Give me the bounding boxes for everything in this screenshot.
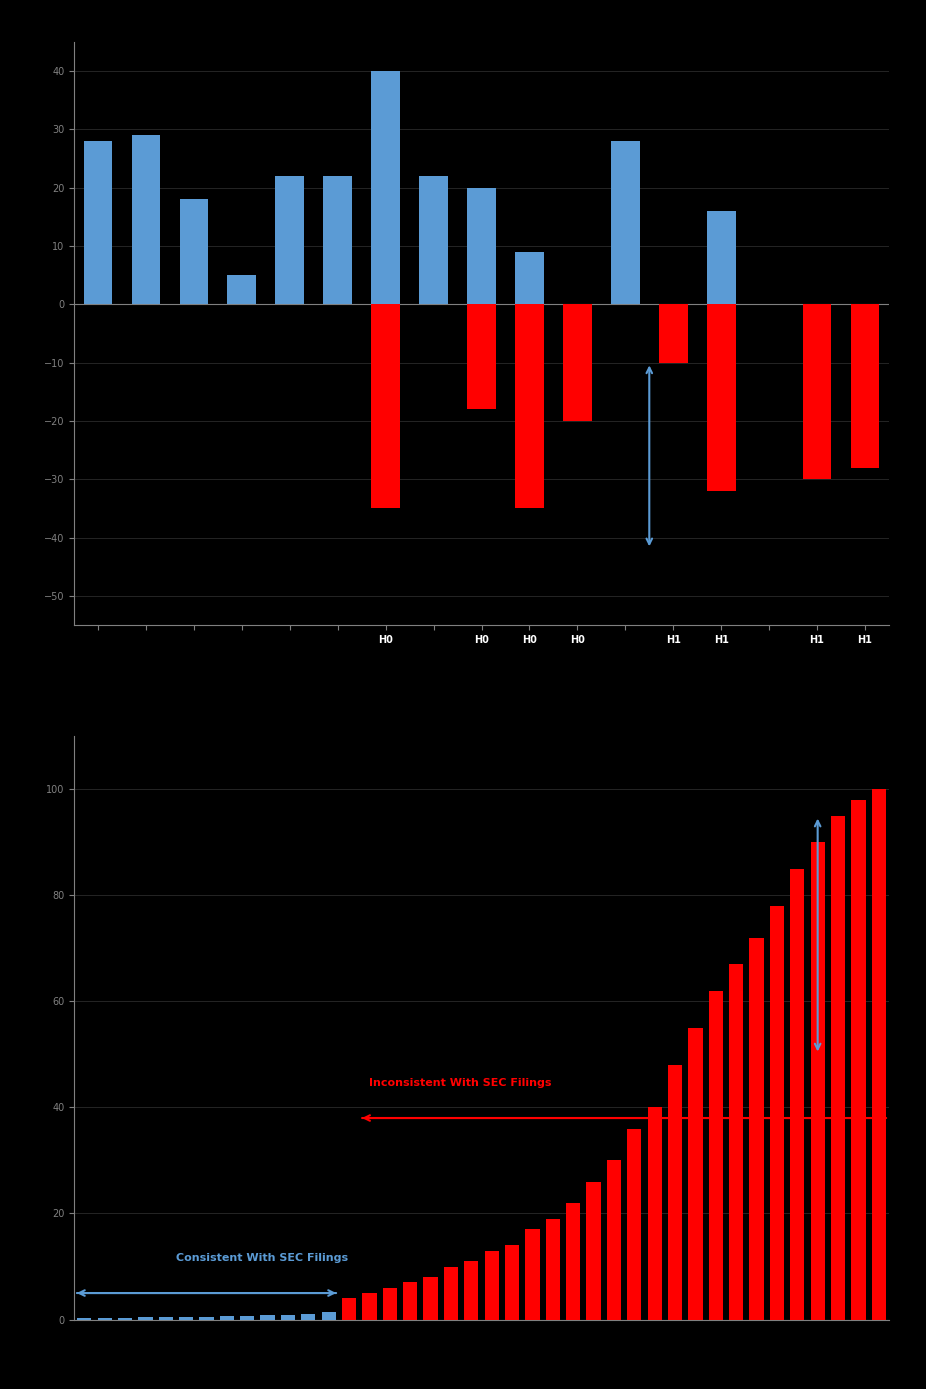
Bar [803,304,832,479]
Bar [240,1315,255,1320]
Bar [871,789,886,1320]
Bar [158,1317,173,1320]
Bar [301,1314,316,1320]
Bar [770,906,784,1320]
Bar [83,140,112,304]
Bar [467,188,496,304]
Bar [607,1160,621,1320]
Text: Inconsistent With SEC Filings: Inconsistent With SEC Filings [369,1078,552,1088]
Bar [180,199,208,304]
Bar [563,304,592,421]
Bar [260,1315,275,1320]
Bar [323,176,352,304]
Bar [371,71,400,304]
Bar [275,176,304,304]
Bar [515,304,544,508]
Text: Consistent With SEC Filings: Consistent With SEC Filings [176,1253,348,1263]
Bar [525,1229,540,1320]
Bar [851,800,866,1320]
Bar [444,1267,458,1320]
Bar [321,1311,336,1320]
Bar [707,304,735,490]
Bar [467,304,496,410]
Bar [179,1317,194,1320]
Bar [566,1203,581,1320]
Bar [729,964,744,1320]
Bar [708,990,723,1320]
Bar [419,176,448,304]
Bar [831,815,845,1320]
Bar [382,1288,397,1320]
Bar [659,304,688,363]
Bar [464,1261,479,1320]
Bar [505,1246,519,1320]
Bar [688,1028,703,1320]
Bar [131,135,160,304]
Bar [668,1065,682,1320]
Bar [749,938,764,1320]
Bar [342,1299,357,1320]
Bar [118,1318,132,1320]
Bar [647,1107,662,1320]
Bar [851,304,880,468]
Bar [586,1182,601,1320]
Bar [228,275,257,304]
Bar [423,1276,438,1320]
Bar [545,1218,560,1320]
Bar [199,1317,214,1320]
Bar [484,1250,499,1320]
Bar [707,211,735,304]
Bar [219,1317,234,1320]
Bar [403,1282,418,1320]
Bar [138,1317,153,1320]
Bar [97,1318,112,1320]
Bar [371,304,400,508]
Bar [611,140,640,304]
Bar [362,1293,377,1320]
Bar [627,1129,642,1320]
Bar [281,1315,295,1320]
Bar [515,251,544,304]
Bar [810,842,825,1320]
Bar [790,868,805,1320]
